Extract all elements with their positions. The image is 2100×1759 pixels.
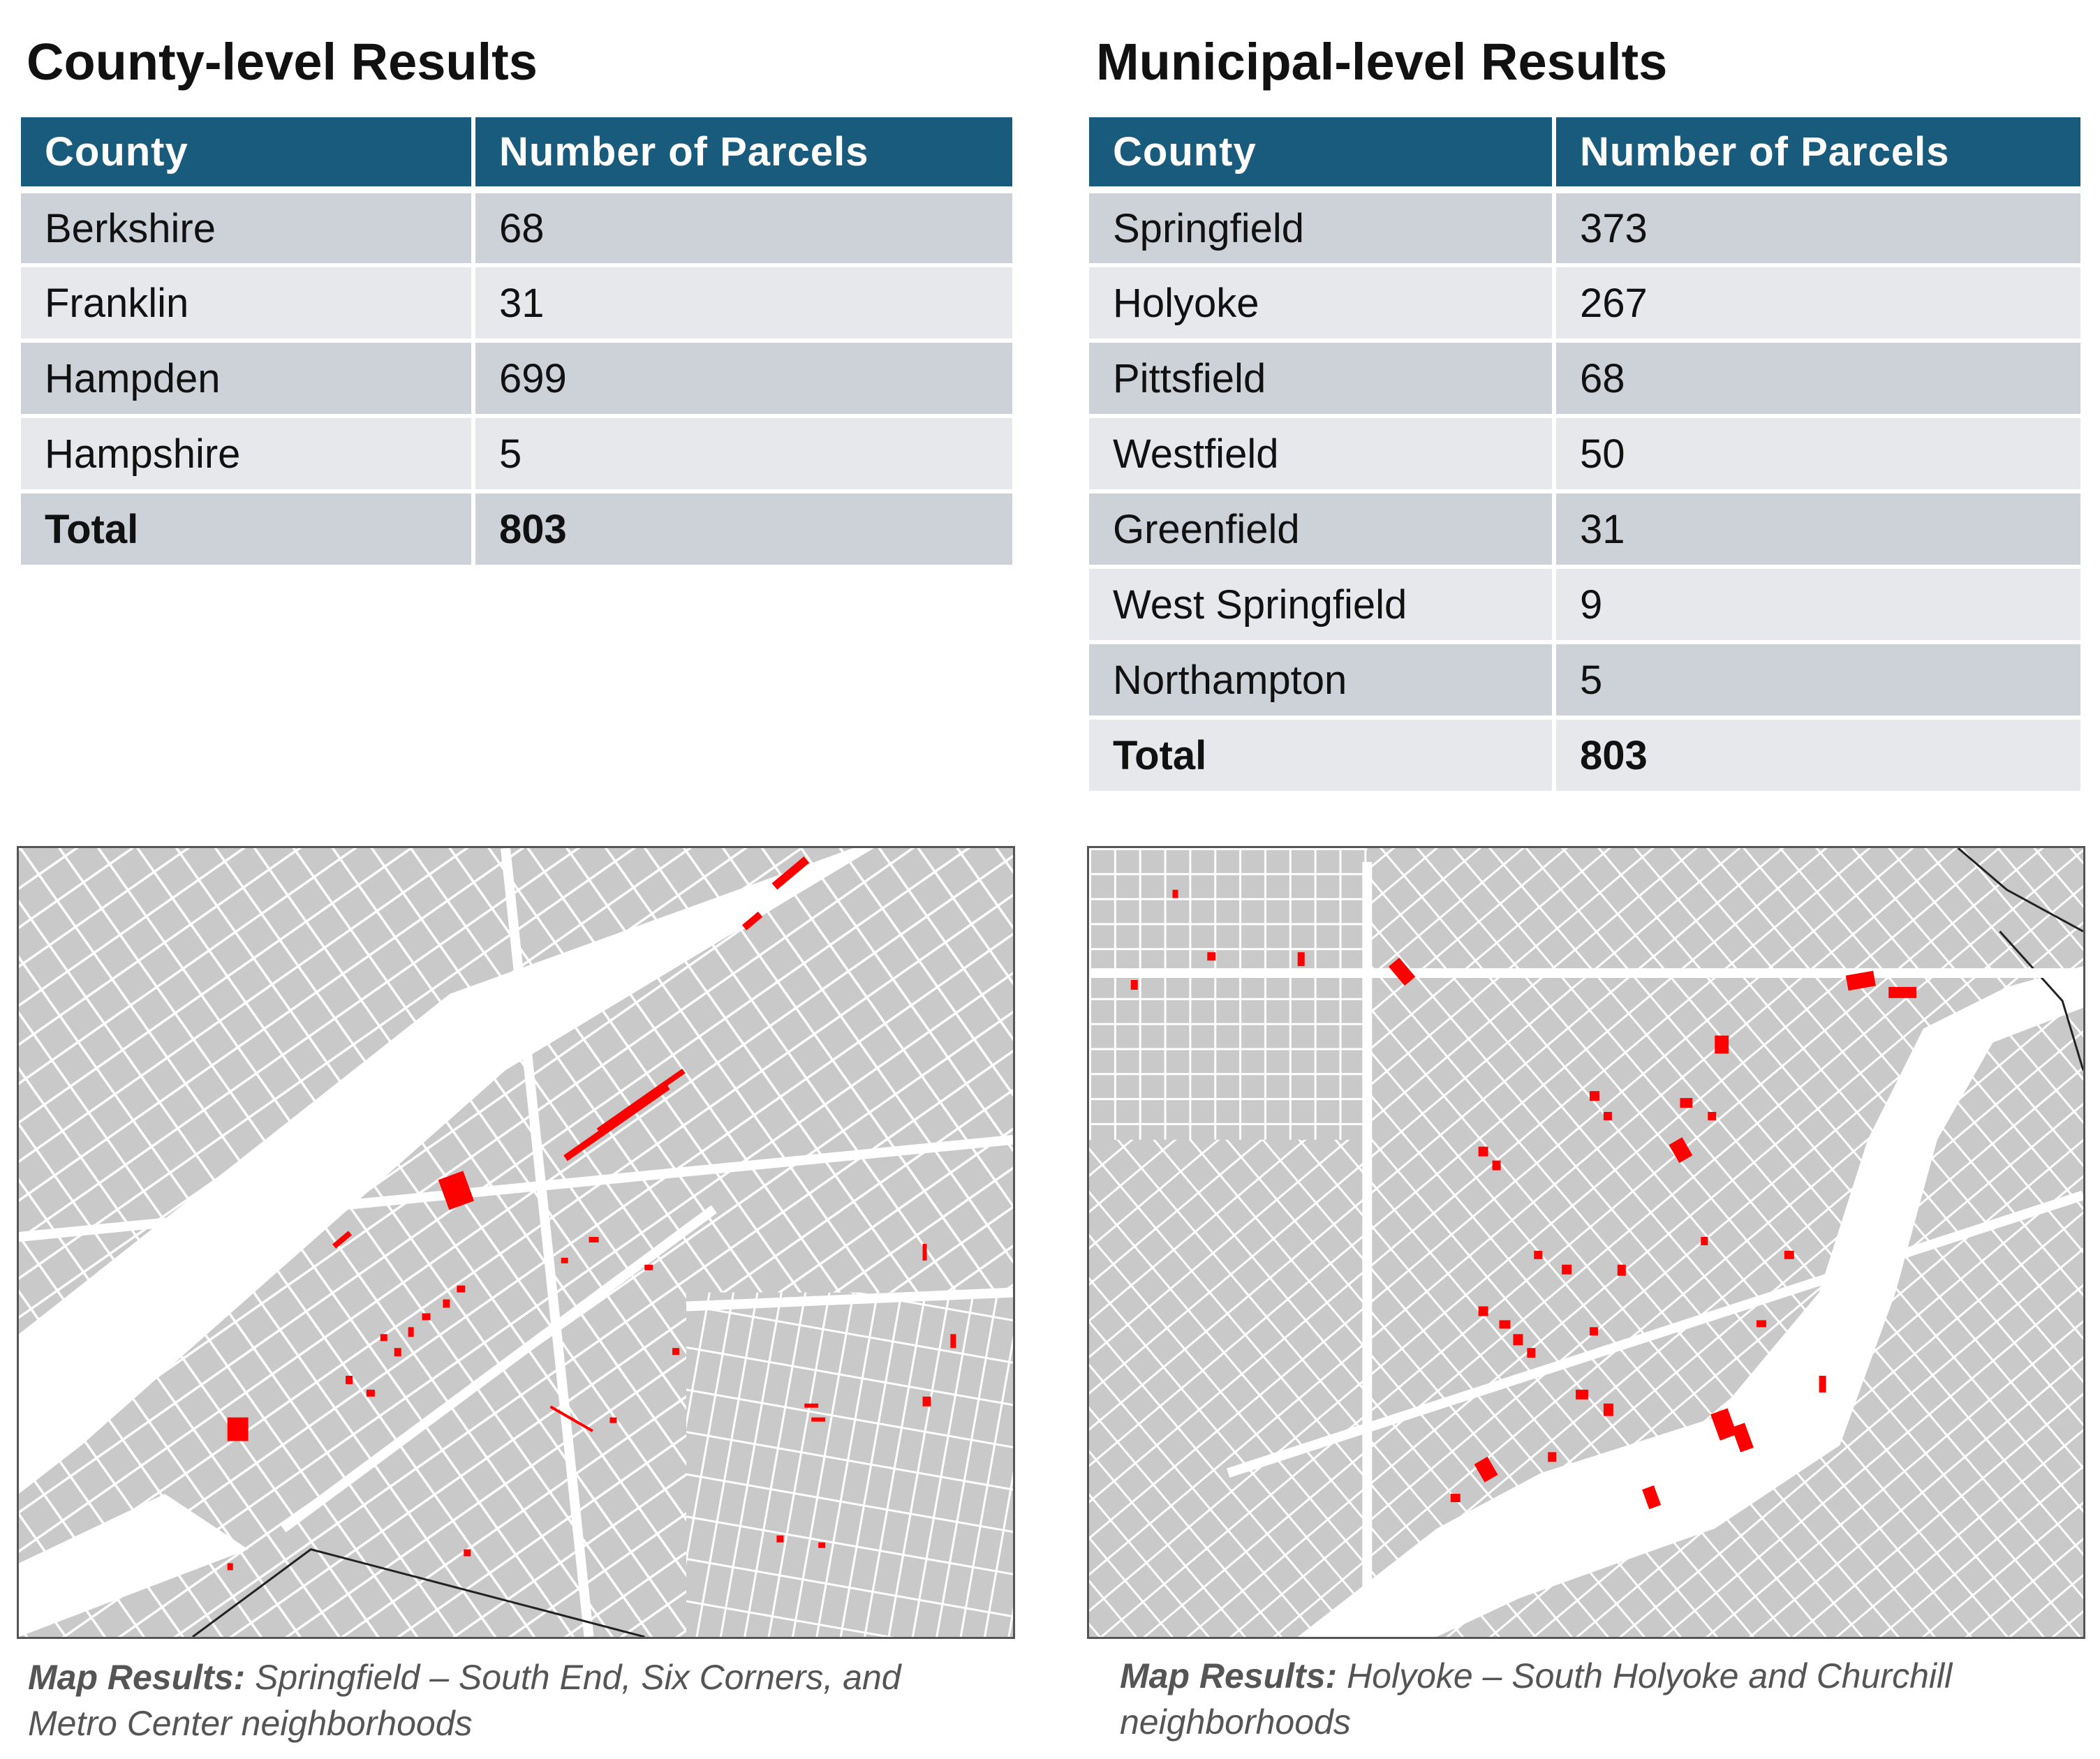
- parcel-count-cell: 5: [473, 416, 1012, 493]
- table-row: Hampshire 5: [21, 416, 1012, 493]
- table-row: Springfield 373: [1089, 190, 2080, 267]
- caption-text: Holyoke – South Holyoke and Churchill: [1337, 1656, 1953, 1695]
- table-row: Greenfield 31: [1089, 491, 2080, 569]
- parcel-count-cell: 9: [1554, 567, 2080, 644]
- county-results-table: County Number of Parcels Berkshire 68 Fr…: [21, 117, 1012, 569]
- table-row: West Springfield 9: [1089, 567, 2080, 644]
- holyoke-parcel-map: [1087, 846, 2085, 1639]
- springfield-parcel-map: [17, 846, 1015, 1639]
- caption-text-continued: Metro Center neighborhoods: [28, 1704, 473, 1743]
- parcel-count-cell: 31: [1554, 491, 2080, 569]
- column-header-county: County: [21, 117, 475, 193]
- table-header-row: County Number of Parcels: [1089, 117, 2080, 193]
- total-row: Total 803: [21, 491, 1012, 569]
- springfield-map-caption: Map Results: Springfield – South End, Si…: [28, 1654, 1019, 1746]
- municipality-name-cell: Springfield: [1089, 190, 1556, 267]
- county-name-cell: Berkshire: [21, 190, 475, 267]
- total-label-cell: Total: [1089, 718, 1556, 795]
- parcel-count-cell: 373: [1554, 190, 2080, 267]
- table-row: Hampden 699: [21, 341, 1012, 418]
- column-header-parcels: Number of Parcels: [473, 117, 1012, 193]
- parcel-count-cell: 267: [1554, 265, 2080, 343]
- county-name-cell: Hampshire: [21, 416, 475, 493]
- parcel-count-cell: 31: [473, 265, 1012, 343]
- county-name-cell: Franklin: [21, 265, 475, 343]
- caption-text: Springfield – South End, Six Corners, an…: [245, 1658, 901, 1697]
- holyoke-map-caption: Map Results: Holyoke – South Holyoke and…: [1120, 1653, 2083, 1745]
- municipality-name-cell: Westfield: [1089, 416, 1556, 493]
- municipality-name-cell: Greenfield: [1089, 491, 1556, 569]
- municipality-name-cell: Pittsfield: [1089, 341, 1556, 418]
- table-row: Franklin 31: [21, 265, 1012, 343]
- highlighted-parcels: [227, 856, 956, 1571]
- table-row: Berkshire 68: [21, 190, 1012, 267]
- parcel-count-cell: 68: [473, 190, 1012, 267]
- parcel-count-cell: 68: [1554, 341, 2080, 418]
- municipality-name-cell: Holyoke: [1089, 265, 1556, 343]
- column-header-parcels: Number of Parcels: [1554, 117, 2080, 193]
- table-row: Holyoke 267: [1089, 265, 2080, 343]
- caption-label: Map Results:: [1120, 1656, 1338, 1695]
- municipality-name-cell: West Springfield: [1089, 567, 1556, 644]
- table-header-row: County Number of Parcels: [21, 117, 1012, 193]
- table-row: Northampton 5: [1089, 642, 2080, 720]
- total-count-cell: 803: [1554, 718, 2080, 795]
- table-row: Westfield 50: [1089, 416, 2080, 493]
- column-header-county: County: [1089, 117, 1556, 193]
- county-section-title: County-level Results: [27, 33, 538, 91]
- parcel-count-cell: 5: [1554, 642, 2080, 720]
- caption-text-continued: neighborhoods: [1120, 1702, 1351, 1742]
- municipal-section-title: Municipal-level Results: [1096, 33, 1668, 91]
- county-name-cell: Hampden: [21, 341, 475, 418]
- caption-label: Map Results:: [28, 1658, 246, 1697]
- total-row: Total 803: [1089, 718, 2080, 795]
- municipality-name-cell: Northampton: [1089, 642, 1556, 720]
- total-label-cell: Total: [21, 491, 475, 569]
- highlighted-parcels: [1130, 889, 1917, 1510]
- municipal-results-table: County Number of Parcels Springfield 373…: [1089, 117, 2080, 795]
- holyoke-map-graphic: [1089, 848, 2083, 1637]
- parcel-count-cell: 50: [1554, 416, 2080, 493]
- total-count-cell: 803: [473, 491, 1012, 569]
- parcel-count-cell: 699: [473, 341, 1012, 418]
- springfield-map-graphic: [19, 848, 1013, 1637]
- table-row: Pittsfield 68: [1089, 341, 2080, 418]
